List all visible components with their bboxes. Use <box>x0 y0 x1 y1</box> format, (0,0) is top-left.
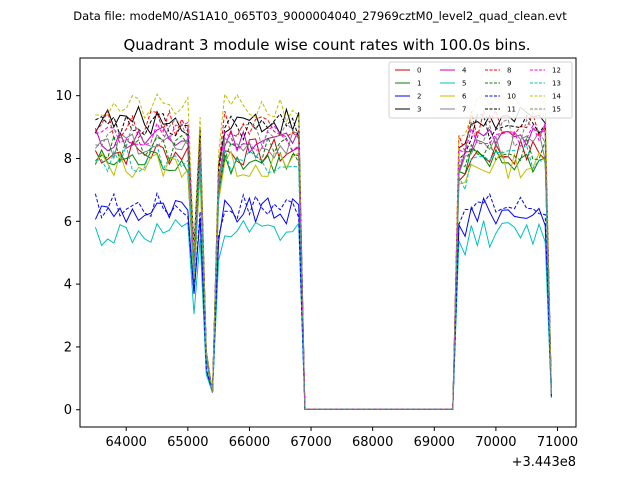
legend-label: 15 <box>552 106 561 114</box>
plot-lines <box>94 92 552 410</box>
y-tick-label: 4 <box>64 278 72 293</box>
x-tick-label: 69000 <box>414 435 455 450</box>
x-tick-label: 64000 <box>106 435 147 450</box>
y-axis: 0 2 4 6 8 10 <box>55 89 80 418</box>
y-tick-label: 8 <box>64 152 72 167</box>
chart-title: Quadrant 3 module wise count rates with … <box>123 36 530 54</box>
legend-label: 11 <box>507 106 516 114</box>
axes-frame <box>79 57 577 428</box>
legend-label: 1 <box>417 80 421 88</box>
legend-label: 12 <box>552 67 561 75</box>
legend-label: 4 <box>462 67 467 75</box>
legend-label: 8 <box>507 67 511 75</box>
legend-label: 13 <box>552 80 561 88</box>
legend-label: 3 <box>417 106 421 114</box>
legend-label: 10 <box>507 93 516 101</box>
legend-label: 2 <box>417 93 421 101</box>
y-tick-label: 6 <box>64 215 72 230</box>
legend-label: 6 <box>462 93 467 101</box>
y-tick-label: 2 <box>64 340 72 355</box>
x-tick-label: 65000 <box>167 435 208 450</box>
x-offset-label: +3.443e8 <box>512 455 576 470</box>
x-tick-label: 71000 <box>537 435 578 450</box>
x-tick-label: 67000 <box>290 435 331 450</box>
legend-label: 0 <box>417 67 421 75</box>
series-line-15 <box>95 118 552 410</box>
legend-label: 14 <box>552 93 561 101</box>
x-axis: 64000 65000 66000 67000 68000 69000 70000 71000 <box>106 427 578 450</box>
chart-suptitle: Data file: modeM0/AS1A10_065T03_90000040… <box>73 9 567 23</box>
x-tick-label: 66000 <box>229 435 270 450</box>
y-tick-label: 10 <box>55 89 72 104</box>
legend-label: 7 <box>462 106 466 114</box>
series-line-10 <box>94 191 552 410</box>
legend-label: 9 <box>507 80 511 88</box>
legend-box <box>388 61 573 119</box>
y-tick-label: 0 <box>64 403 72 418</box>
x-tick-label: 70000 <box>475 435 516 450</box>
x-tick-label: 68000 <box>352 435 393 450</box>
legend-label: 5 <box>462 80 466 88</box>
